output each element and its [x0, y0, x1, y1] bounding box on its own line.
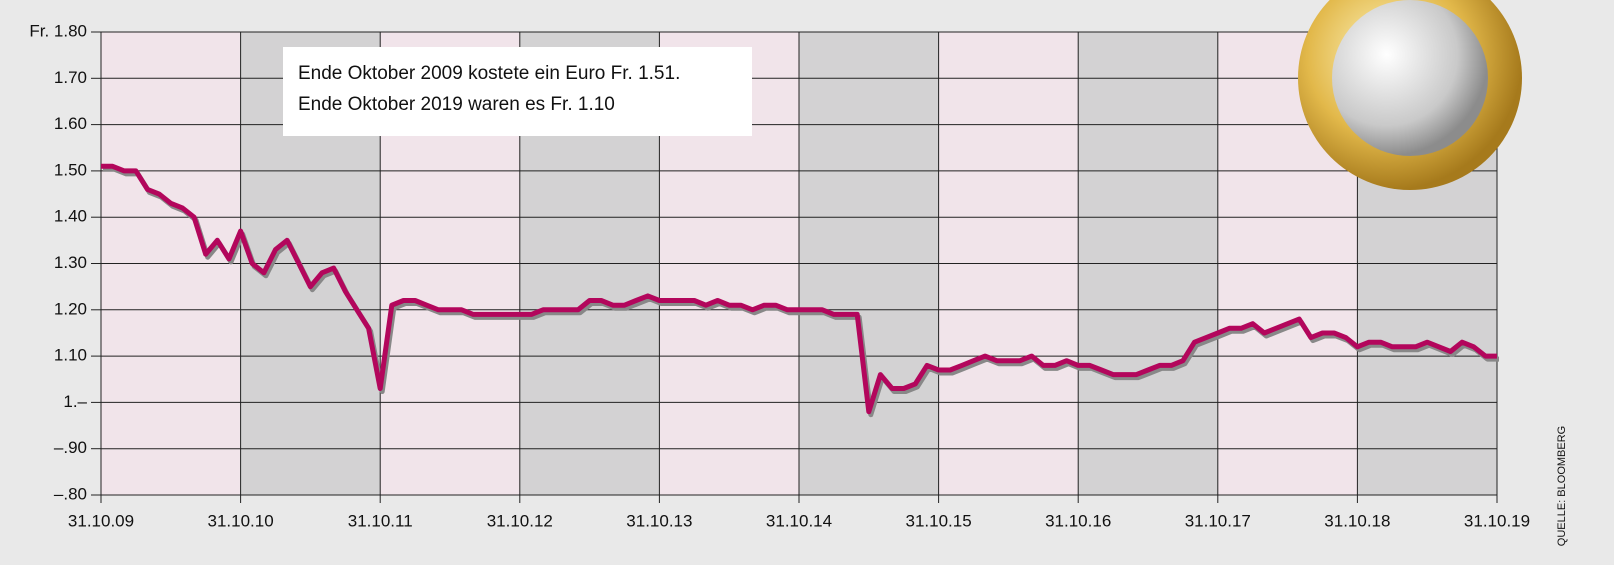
y-tick-label: 1.30	[54, 253, 87, 272]
y-tick-label: 1.–	[63, 392, 87, 411]
coin-inner	[1332, 0, 1488, 156]
x-tick-label: 31.10.09	[68, 511, 134, 530]
y-tick-label: 1.40	[54, 207, 87, 226]
y-tick-label: –.80	[54, 484, 87, 503]
x-tick-label: 31.10.12	[487, 511, 553, 530]
x-tick-label: 31.10.10	[208, 511, 274, 530]
y-tick-label: 1.20	[54, 299, 87, 318]
y-tick-label: 1.10	[54, 346, 87, 365]
chart: –.80 –.90 1.– 1.10 1.20 1.30 1.40 1.50 1.60 1.70 F…	[0, 0, 1614, 565]
y-tick-label: –.90	[54, 438, 87, 457]
source: QUELLE: BLOOMBERG	[1556, 426, 1568, 546]
y-tick-label: 1.50	[54, 160, 87, 179]
x-tick-label: 31.10.13	[626, 511, 692, 530]
x-tick-label: 31.10.15	[906, 511, 972, 530]
annotation: Ende Oktober 2019 waren es Fr. 1.10	[298, 94, 615, 115]
y-tick-label: 1.60	[54, 114, 87, 133]
page: –.80 –.90 1.– 1.10 1.20 1.30 1.40 1.50 1.60 1.70 F…	[0, 0, 1614, 565]
y-tick-label: 1.70	[54, 68, 87, 87]
annotation-box	[283, 47, 752, 136]
x-tick-label: 31.10.11	[348, 511, 413, 530]
x-tick-label: 31.10.17	[1185, 511, 1251, 530]
y-tick-label: Fr. 1.80	[29, 21, 87, 40]
x-tick-label: 31.10.16	[1045, 511, 1111, 530]
x-tick-label: 31.10.19	[1464, 511, 1530, 530]
x-tick-label: 31.10.18	[1324, 511, 1390, 530]
annotation: Ende Oktober 2009 kostete ein Euro Fr. 1…	[298, 63, 680, 84]
x-tick-label: 31.10.14	[766, 511, 832, 530]
